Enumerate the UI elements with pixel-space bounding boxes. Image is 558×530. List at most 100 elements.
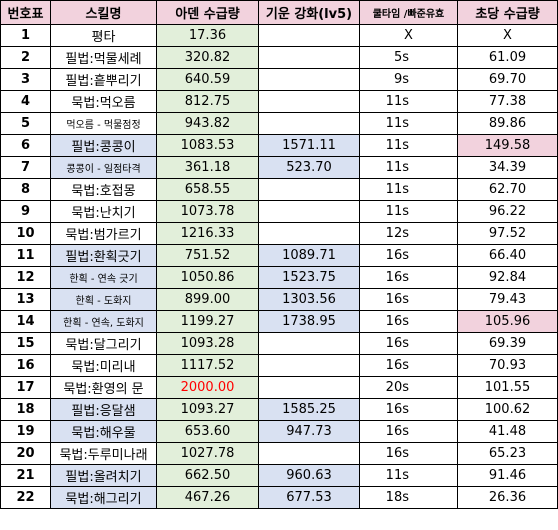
cooldown-value: 16s [359,398,458,421]
enhance-value: 1738.95 [258,310,360,333]
cooldown-value: 12s [359,222,458,245]
cooldown-value: 18s [359,486,458,509]
header-number: 번호표 [0,0,51,25]
enhance-value: 1303.56 [258,288,360,311]
skill-name: 필법:콩콩이 [50,134,157,157]
table-row: 7 콩콩이 - 일점타격 361.18 523.70 11s 34.39 [0,156,558,179]
row-number: 16 [0,354,51,377]
enhance-value: 1089.71 [258,244,360,267]
row-number: 10 [0,222,51,245]
per-second-value: 69.39 [457,332,558,355]
header-per-second: 초당 수급량 [457,0,558,25]
skill-name: 묵법:호접몽 [50,178,157,201]
enhance-value [258,222,360,245]
aden-value: 1050.86 [156,266,259,289]
table-row: 6 필법:콩콩이 1083.53 1571.11 11s 149.58 [0,134,558,157]
cooldown-value: 11s [359,134,458,157]
skill-table: 번호표 스킬명 아덴 수급량 기운 강화(lv5) 쿨타임 /빠준유효 초당 수… [0,0,558,509]
enhance-value [258,46,360,69]
skill-name: 필법:먹물세례 [50,46,157,69]
enhance-value [258,442,360,465]
enhance-value: 947.73 [258,420,360,443]
row-number: 2 [0,46,51,69]
per-second-value: 100.62 [457,398,558,421]
per-second-value: 65.23 [457,442,558,465]
aden-value: 1083.53 [156,134,259,157]
enhance-value: 677.53 [258,486,360,509]
aden-value: 812.75 [156,90,259,113]
per-second-value: 89.86 [457,112,558,135]
row-number: 13 [0,288,51,311]
row-number: 19 [0,420,51,443]
skill-name: 콩콩이 - 일점타격 [50,156,157,179]
header-row: 번호표 스킬명 아덴 수급량 기운 강화(lv5) 쿨타임 /빠준유효 초당 수… [0,0,558,25]
table-row: 9 묵법:난치기 1073.78 11s 96.22 [0,200,558,223]
aden-value: 1216.33 [156,222,259,245]
skill-name: 필법:흩뿌리기 [50,68,157,91]
header-cooldown: 쿨타임 /빠준유효 [359,0,458,25]
row-number: 17 [0,376,51,399]
aden-value: 2000.00 [156,376,259,399]
per-second-value: 79.43 [457,288,558,311]
row-number: 5 [0,112,51,135]
skill-name: 한획 - 도화지 [50,288,157,311]
per-second-value: 101.55 [457,376,558,399]
cooldown-value: 11s [359,178,458,201]
enhance-value: 1523.75 [258,266,360,289]
skill-name: 필법:응달샘 [50,398,157,421]
skill-name: 묵법:난치기 [50,200,157,223]
header-skill-name: 스킬명 [50,0,157,25]
cooldown-value: 11s [359,156,458,179]
enhance-value [258,24,360,47]
skill-name: 묵법:미리내 [50,354,157,377]
cooldown-value: 9s [359,68,458,91]
per-second-value: 61.09 [457,46,558,69]
per-second-value: 97.52 [457,222,558,245]
row-number: 4 [0,90,51,113]
row-number: 8 [0,178,51,201]
per-second-value: 41.48 [457,420,558,443]
skill-name: 한획 - 연속, 도화지 [50,310,157,333]
aden-value: 658.55 [156,178,259,201]
skill-name: 필법:환획긋기 [50,244,157,267]
skill-name: 묵법:범가르기 [50,222,157,245]
aden-value: 899.00 [156,288,259,311]
cooldown-value: 16s [359,266,458,289]
cooldown-value: 16s [359,420,458,443]
row-number: 20 [0,442,51,465]
table-row: 16 묵법:미리내 1117.52 16s 70.93 [0,354,558,377]
table-row: 17 묵법:환영의 문 2000.00 20s 101.55 [0,376,558,399]
cooldown-value: 16s [359,288,458,311]
row-number: 14 [0,310,51,333]
table-row: 15 묵법:달그리기 1093.28 16s 69.39 [0,332,558,355]
cooldown-value: 16s [359,442,458,465]
cooldown-value: 16s [359,244,458,267]
row-number: 21 [0,464,51,487]
aden-value: 1199.27 [156,310,259,333]
skill-name: 먹오름 - 먹물점정 [50,112,157,135]
table-row: 20 묵법:두루미나래 1027.78 16s 65.23 [0,442,558,465]
per-second-value: 70.93 [457,354,558,377]
skill-name: 묵법:달그리기 [50,332,157,355]
aden-value: 467.26 [156,486,259,509]
aden-value: 1027.78 [156,442,259,465]
table-row: 21 필법:올려치기 662.50 960.63 11s 91.46 [0,464,558,487]
aden-value: 1093.28 [156,332,259,355]
skill-name: 묵법:해우물 [50,420,157,443]
table-row: 10 묵법:범가르기 1216.33 12s 97.52 [0,222,558,245]
table-row: 5 먹오름 - 먹물점정 943.82 11s 89.86 [0,112,558,135]
row-number: 9 [0,200,51,223]
table-row: 8 묵법:호접몽 658.55 11s 62.70 [0,178,558,201]
per-second-value: 92.84 [457,266,558,289]
enhance-value: 960.63 [258,464,360,487]
aden-value: 361.18 [156,156,259,179]
per-second-value: 105.96 [457,310,558,333]
row-number: 18 [0,398,51,421]
per-second-value: 96.22 [457,200,558,223]
enhance-value [258,376,360,399]
aden-value: 17.36 [156,24,259,47]
header-aden: 아덴 수급량 [156,0,259,25]
table-row: 14 한획 - 연속, 도화지 1199.27 1738.95 16s 105.96 [0,310,558,333]
header-enhance: 기운 강화(lv5) [258,0,360,25]
aden-value: 662.50 [156,464,259,487]
